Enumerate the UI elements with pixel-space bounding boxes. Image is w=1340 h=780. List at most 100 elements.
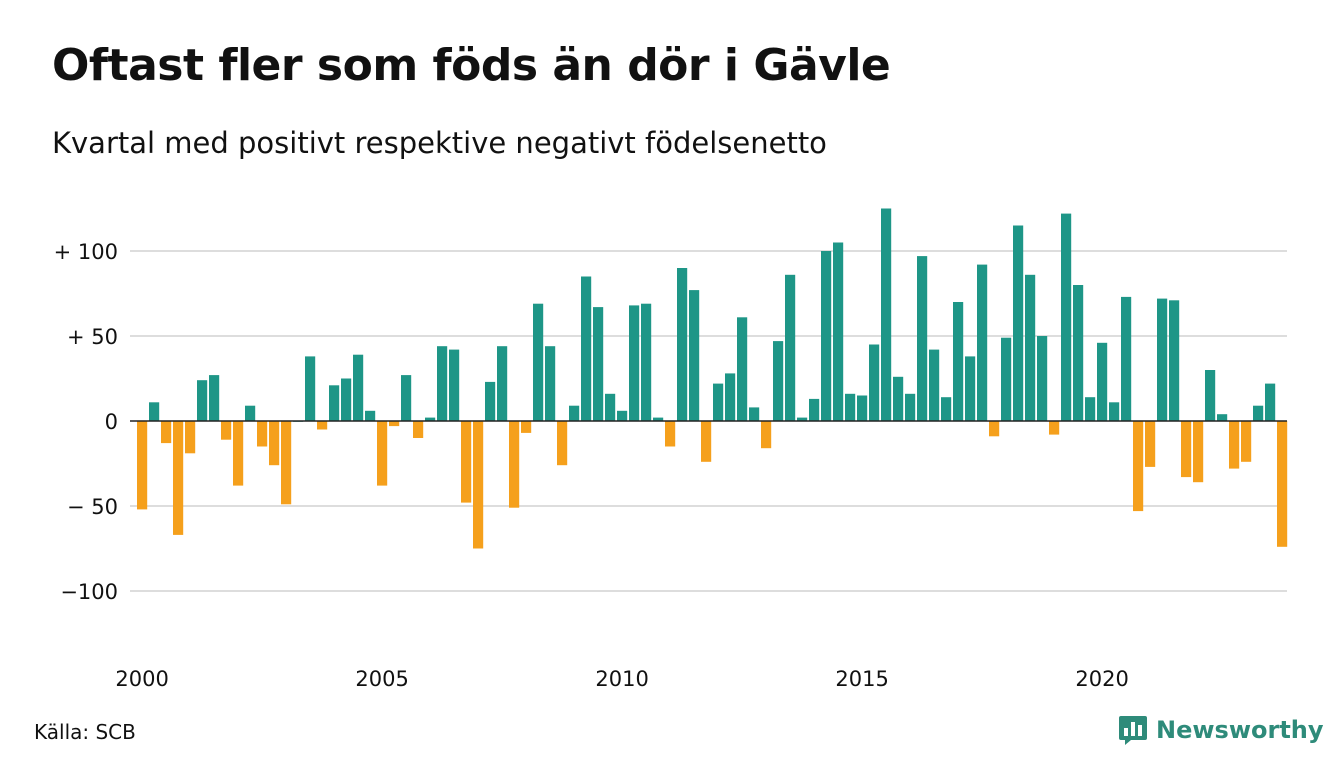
- bar-negative: [989, 421, 1000, 437]
- bar-positive: [1157, 298, 1168, 421]
- bar-positive: [305, 356, 316, 421]
- bar-positive: [869, 344, 880, 421]
- bar-positive: [545, 346, 556, 421]
- bar-negative: [233, 421, 244, 486]
- bar-positive: [1001, 337, 1012, 421]
- bar-negative: [509, 421, 520, 508]
- bar-positive: [497, 346, 508, 421]
- bar-positive: [821, 251, 832, 421]
- bar-positive: [329, 385, 340, 421]
- bar-negative: [521, 421, 532, 433]
- bar-negative: [557, 421, 568, 466]
- bar-positive: [1121, 296, 1132, 421]
- bar-positive: [905, 393, 916, 421]
- bar-positive: [1037, 336, 1048, 421]
- bar-positive: [713, 383, 724, 421]
- bar-positive: [1025, 274, 1036, 421]
- bar-positive: [881, 208, 892, 421]
- bar-positive: [929, 349, 940, 421]
- source-note: Källa: SCB: [34, 720, 136, 744]
- bar-positive: [245, 405, 256, 421]
- bar-positive: [689, 290, 700, 421]
- bar-negative: [1133, 421, 1144, 512]
- bar-chart-icon: [1119, 716, 1147, 745]
- bar-negative: [1181, 421, 1192, 478]
- bar-negative: [461, 421, 472, 503]
- bar-negative: [281, 421, 292, 505]
- bar-positive: [1265, 383, 1276, 421]
- bar-negative: [1277, 421, 1288, 547]
- bar-positive: [773, 341, 784, 421]
- bar-positive: [605, 393, 616, 421]
- bar-positive: [833, 242, 844, 421]
- bar-positive: [641, 303, 652, 421]
- bar-negative: [269, 421, 280, 466]
- bar-negative: [1049, 421, 1060, 435]
- bar-negative: [701, 421, 712, 462]
- x-tick-label: 2015: [835, 667, 888, 691]
- bar-positive: [941, 397, 952, 421]
- bar-positive: [1013, 225, 1024, 421]
- y-tick-label: + 100: [54, 240, 118, 264]
- y-tick-label: + 50: [67, 325, 118, 349]
- bar-positive: [917, 256, 928, 421]
- bar-negative: [185, 421, 196, 454]
- bar-positive: [629, 305, 640, 421]
- bar-positive: [353, 354, 364, 421]
- bar-negative: [1229, 421, 1240, 469]
- x-tick-label: 2010: [595, 667, 648, 691]
- bar-positive: [425, 417, 436, 421]
- bar-positive: [1205, 370, 1216, 421]
- brand-logo: Newsworthy: [1118, 714, 1324, 746]
- bar-positive: [485, 381, 496, 421]
- bar-negative: [221, 421, 232, 440]
- bar-positive: [953, 302, 964, 421]
- bar-negative: [761, 421, 772, 449]
- bar-chart: + 100 + 50 0 − 50 −100 2000 2005 2010 2015 2020: [54, 208, 1288, 691]
- bar-positive: [1073, 285, 1084, 421]
- bar-positive: [149, 402, 160, 421]
- bar-positive: [617, 410, 628, 421]
- chart-title: Oftast fler som föds än dör i Gävle: [52, 40, 891, 91]
- bars: [137, 208, 1288, 549]
- bar-positive: [677, 268, 688, 421]
- bar-positive: [365, 410, 376, 421]
- bar-positive: [197, 380, 208, 421]
- bar-negative: [1145, 421, 1156, 467]
- bar-positive: [977, 264, 988, 421]
- bar-positive: [797, 417, 808, 421]
- bar-positive: [1085, 397, 1096, 421]
- brand-name: Newsworthy: [1156, 716, 1324, 744]
- bar-positive: [725, 373, 736, 421]
- bar-positive: [1109, 402, 1120, 421]
- bar-positive: [1217, 414, 1228, 421]
- bar-negative: [257, 421, 268, 447]
- y-tick-label: 0: [105, 410, 118, 434]
- bar-negative: [473, 421, 484, 549]
- x-tick-label: 2005: [355, 667, 408, 691]
- bar-negative: [317, 421, 328, 430]
- bar-negative: [389, 421, 400, 427]
- bar-positive: [653, 417, 664, 421]
- bar-positive: [965, 356, 976, 421]
- y-tick-label: − 50: [67, 495, 118, 519]
- x-tick-label: 2020: [1075, 667, 1128, 691]
- bar-positive: [581, 276, 592, 421]
- x-tick-label: 2000: [115, 667, 168, 691]
- chart-subtitle: Kvartal med positivt respektive negativt…: [52, 126, 827, 160]
- bar-positive: [785, 274, 796, 421]
- x-axis-labels: 2000 2005 2010 2015 2020: [115, 667, 1128, 691]
- bar-positive: [1061, 213, 1072, 421]
- bar-negative: [173, 421, 184, 535]
- bar-positive: [593, 307, 604, 421]
- bar-negative: [1193, 421, 1204, 483]
- bar-positive: [857, 395, 868, 421]
- bar-negative: [377, 421, 388, 486]
- bar-positive: [749, 407, 760, 421]
- bar-positive: [737, 317, 748, 421]
- bar-negative: [665, 421, 676, 447]
- bar-positive: [341, 378, 352, 421]
- bar-positive: [1253, 405, 1264, 421]
- bar-negative: [137, 421, 148, 510]
- bar-positive: [569, 405, 580, 421]
